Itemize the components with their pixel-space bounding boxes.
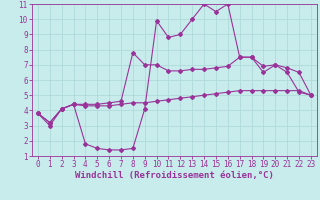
X-axis label: Windchill (Refroidissement éolien,°C): Windchill (Refroidissement éolien,°C): [75, 171, 274, 180]
